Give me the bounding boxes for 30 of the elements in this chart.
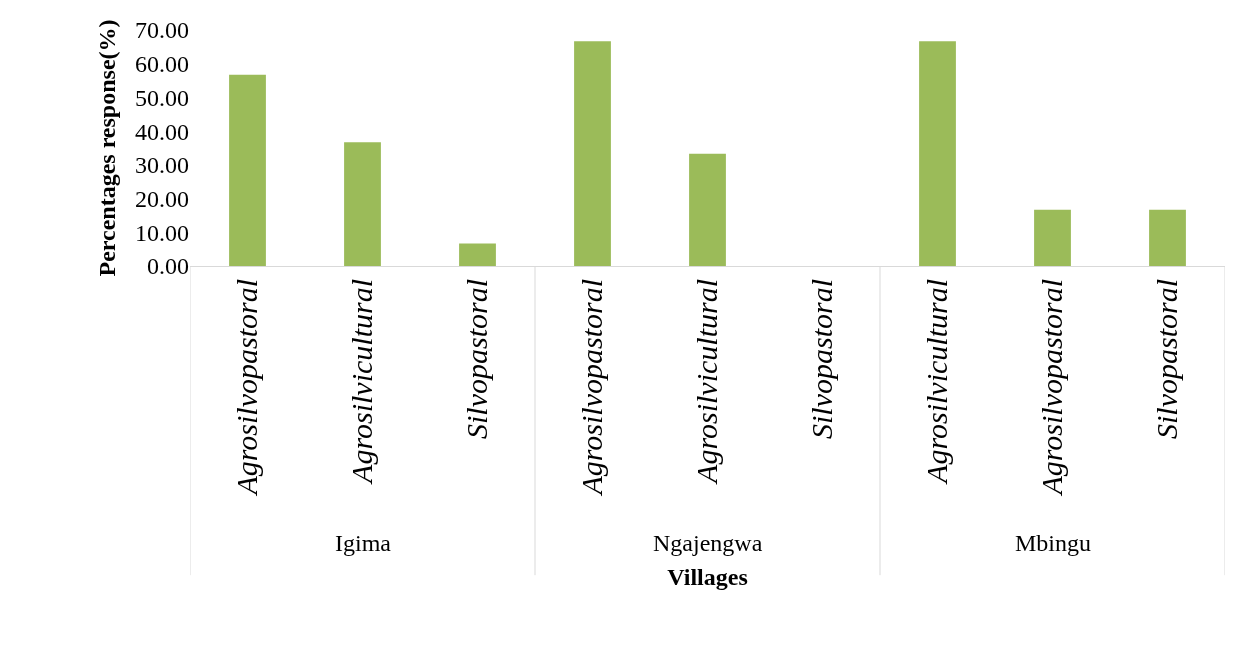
x-tick-label: Agrosilvicultural	[690, 279, 724, 485]
bar	[229, 74, 266, 266]
y-tick-label: 30.00	[135, 152, 189, 179]
bar	[574, 41, 611, 266]
x-tick-label: Silvopastoral	[460, 279, 494, 440]
bar	[1149, 209, 1186, 266]
bar	[344, 142, 381, 266]
text: Mbingu	[1015, 530, 1092, 556]
text: Ngajengwa	[653, 530, 763, 556]
y-tick-label: 60.00	[135, 51, 189, 78]
x-tick-label: Agrosilvopastoral	[230, 279, 264, 497]
x-tick-label: Agrosilvopastoral	[1035, 279, 1069, 497]
x-tick-label: Agrosilvopastoral	[575, 279, 609, 497]
bar	[919, 41, 956, 266]
y-tick-label: 10.00	[135, 219, 189, 246]
y-axis-title: Percentages response(%)	[94, 19, 121, 277]
x-tick-label: Silvopastoral	[1150, 279, 1184, 440]
x-tick-label: Silvopastoral	[805, 279, 839, 440]
y-tick-label: 0.00	[147, 253, 189, 280]
y-tick-label: 70.00	[135, 17, 189, 44]
x-tick-label: Agrosilvicultural	[920, 279, 954, 485]
y-tick-label: 20.00	[135, 185, 189, 212]
bar	[459, 243, 496, 266]
bar	[1034, 209, 1071, 266]
bar	[689, 153, 726, 266]
text: Igima	[335, 530, 392, 556]
x-tick-label: Agrosilvicultural	[345, 279, 379, 485]
x-axis-title: Villages	[667, 563, 748, 590]
y-tick-label: 40.00	[135, 118, 189, 145]
y-tick-label: 50.00	[135, 84, 189, 111]
